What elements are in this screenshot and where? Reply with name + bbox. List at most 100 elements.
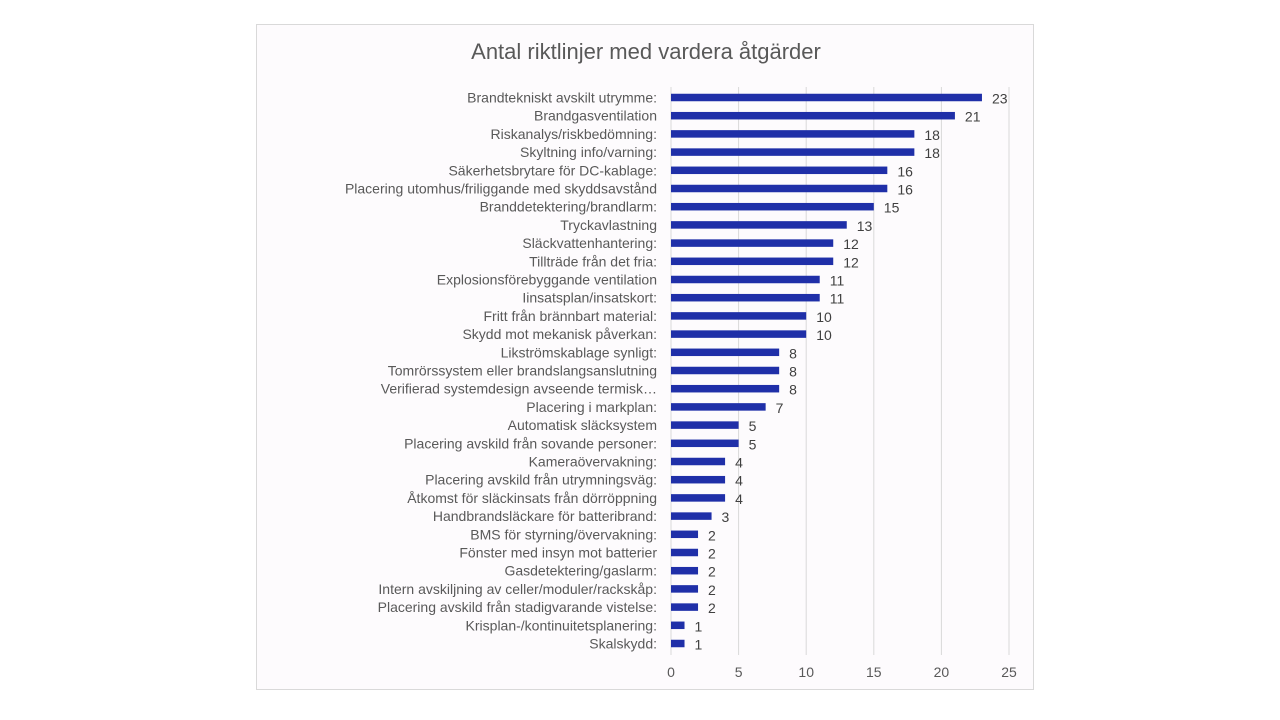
data-labels: 2321181816161513121211111010888755444322… [695,91,1008,653]
category-label: Likströmskablage synligt: [501,344,657,360]
data-label: 1 [695,618,703,634]
data-label: 2 [708,564,716,580]
data-label: 1 [695,637,703,653]
data-label: 21 [965,109,981,125]
category-label: Verifierad systemdesign avseende termisk… [381,381,657,397]
data-label: 11 [830,273,845,289]
data-label: 7 [776,400,784,416]
chart-frame: Antal riktlinjer med vardera åtgärder Br… [256,24,1034,690]
data-label: 10 [816,309,832,325]
bar [671,293,820,302]
category-labels: Brandtekniskt avskilt utrymme: Brandgasve… [345,90,657,652]
category-label: Kameraövervakning: [529,454,657,470]
bar [671,384,780,393]
bar [671,148,915,156]
bar [671,366,780,375]
bar [671,184,888,193]
data-label: 2 [708,546,716,562]
x-tick-label: 20 [934,664,950,680]
category-label: Placering avskild från stadigvarande vis… [378,599,657,615]
data-label: 2 [708,600,716,616]
x-tick-label: 15 [866,664,882,680]
category-label: Placering i markplan: [526,399,657,415]
bar [671,239,834,247]
bar [671,494,726,502]
chart-title: Antal riktlinjer med vardera åtgärder [471,39,821,64]
bars [671,93,982,648]
bar [671,585,699,593]
bar [671,348,780,357]
x-tick-label: 25 [1001,664,1017,680]
data-label: 4 [735,491,743,507]
category-label: Skydd mot mekanisk påverkan: [462,326,657,342]
bar [671,439,739,448]
data-label: 4 [735,455,743,471]
bar [671,512,712,520]
bar [671,275,820,284]
bar [671,530,699,539]
category-label: Explosionsförebyggande ventilation [437,272,657,288]
category-label: BMS för styrning/övervakning: [470,526,657,542]
x-tick-label: 0 [667,664,675,680]
bar [671,221,847,229]
data-label: 15 [884,200,900,216]
data-label: 4 [735,473,743,489]
data-label: 18 [924,145,940,161]
bar [671,111,955,120]
data-label: 2 [708,582,716,598]
bar [671,639,685,648]
bar [671,421,739,429]
category-label: Fritt från brännbart material: [483,308,657,324]
data-label: 16 [897,182,913,198]
category-label: Skyltning info/varning: [520,144,657,160]
category-label: Släckvattenhantering: [522,235,657,251]
category-label: Handbrandsläckare för batteribrand: [433,508,657,524]
category-label: Iinsatsplan/insatskort: [522,290,657,306]
category-label: Åtkomst för släckinsats från dörröppning [407,490,657,506]
bar [671,202,874,211]
data-label: 13 [857,218,873,234]
category-label: Fönster med insyn mot batterier [459,545,657,561]
data-label: 12 [843,236,859,252]
category-label: Automatisk släcksystem [508,417,657,433]
bar [671,93,982,102]
bar [671,621,685,630]
bar [671,548,699,557]
x-tick-label: 5 [735,664,743,680]
data-label: 3 [722,509,730,525]
category-label: Brandgasventilation [534,108,657,124]
bar [671,166,888,175]
gridlines [670,87,1010,655]
data-label: 8 [789,382,797,398]
category-label: Placering avskild från utrymningsväg: [425,472,657,488]
category-label: Tomrörssystem eller brandslangsanslutnin… [388,363,657,379]
category-label: Krisplan-/kontinuitetsplanering: [466,617,657,633]
category-label: Brandtekniskt avskilt utrymme: [467,90,657,106]
category-label: Skalskydd: [589,636,657,652]
category-label: Tryckavlastning [560,217,657,233]
bar [671,457,726,466]
data-label: 5 [749,418,757,434]
x-tick-label: 10 [798,664,814,680]
bar [671,566,699,575]
category-label: Branddetektering/brandlarm: [480,199,657,215]
category-label: Intern avskiljning av celler/moduler/rac… [378,581,657,597]
data-label: 23 [992,91,1008,107]
bar [671,257,834,266]
bar [671,475,726,484]
data-label: 18 [924,127,940,143]
bar [671,130,915,138]
bar-chart: Antal riktlinjer med vardera åtgärder Br… [345,39,1017,680]
data-label: 11 [830,291,845,307]
x-axis-tick-labels: 0 5 10 15 20 25 [667,664,1017,680]
category-label: Placering utomhus/friliggande med skydds… [345,181,657,197]
data-label: 8 [789,364,797,380]
bar [671,330,807,338]
bar [671,603,699,611]
data-label: 12 [843,254,859,270]
data-label: 8 [789,345,797,361]
bar [671,403,766,411]
data-label: 10 [816,327,832,343]
category-label: Placering avskild från sovande personer: [404,435,657,451]
category-label: Tillträde från det fria: [529,253,657,269]
